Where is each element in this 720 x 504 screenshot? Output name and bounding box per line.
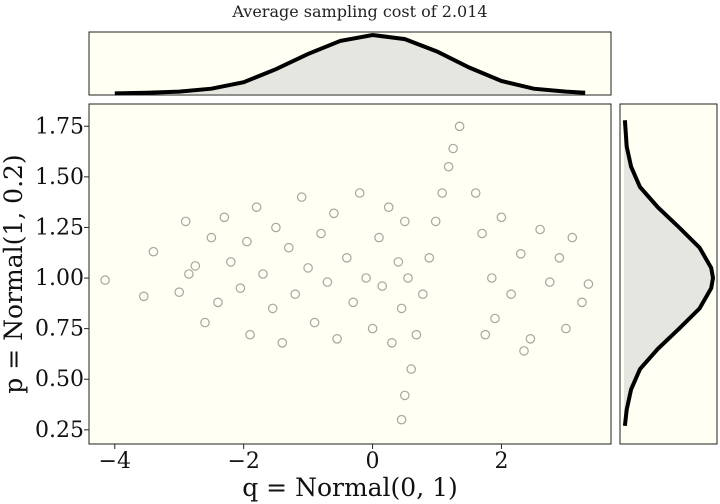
- scatter-point: [443, 161, 454, 172]
- scatter-point: [577, 297, 587, 308]
- scatter-point: [277, 337, 288, 348]
- scatter-point: [206, 232, 217, 243]
- x-tick-label: 2: [494, 449, 508, 474]
- scatter-point: [430, 216, 441, 227]
- scatter-point: [258, 269, 268, 279]
- scatter-point: [329, 208, 339, 219]
- scatter-point: [448, 143, 458, 154]
- scatter-point: [424, 252, 435, 263]
- scatter-point: [174, 287, 184, 297]
- top-marginal-line: [114, 32, 586, 96]
- scatter-point: [283, 242, 294, 253]
- scatter-point: [393, 257, 404, 267]
- scatter-point: [567, 232, 578, 243]
- scatter-point: [454, 121, 465, 132]
- scatter-point: [583, 279, 594, 289]
- scatter-point: [519, 346, 529, 356]
- scatter-point: [200, 317, 210, 328]
- x-axis-ticks: −4 −2 0 2: [99, 444, 508, 474]
- scatter-point: [377, 281, 387, 291]
- scatter-point: [354, 188, 365, 198]
- scatter-point: [332, 333, 342, 344]
- top-marginal-fill: [114, 35, 586, 94]
- y-tick-label: 0.75: [35, 317, 84, 342]
- y-tick-label: 0.25: [35, 418, 84, 443]
- scatter-point: [180, 216, 191, 227]
- scatter-point: [417, 289, 428, 299]
- scatter-point: [245, 329, 255, 340]
- scatter-point: [290, 289, 300, 299]
- scatter-point: [490, 313, 500, 324]
- scatter-point: [480, 329, 491, 340]
- scatter-point: [267, 303, 278, 314]
- scatter-point: [251, 202, 262, 212]
- scatter-point: [515, 249, 526, 259]
- x-axis-label: q = Normal(0, 1): [242, 473, 458, 502]
- x-tick-label: −4: [99, 449, 131, 474]
- scatter-point: [396, 414, 407, 425]
- scatter-point: [437, 188, 447, 198]
- x-tick-label: −2: [227, 449, 259, 474]
- scatter-point: [535, 224, 545, 235]
- chart-title: Average sampling cost of 2.014: [231, 2, 487, 21]
- right-marginal: [619, 103, 718, 445]
- x-tick-label: 0: [366, 449, 380, 474]
- main-panel: −4 −2 0 2 0.25 0.50 0.75 1.00 1.25 1.50 1.75: [35, 103, 612, 474]
- scatter-point: [148, 246, 159, 257]
- scatter-point: [219, 212, 230, 223]
- scatter-point: [406, 364, 416, 374]
- y-tick-label: 0.50: [35, 367, 84, 392]
- scatter-point: [296, 192, 307, 202]
- scatter-point: [399, 216, 410, 227]
- scatter-point: [367, 323, 378, 334]
- top-marginal: [88, 31, 612, 96]
- scatter-point: [322, 277, 333, 287]
- scatter-point: [190, 261, 201, 271]
- scatter-point: [242, 236, 252, 247]
- scatter-point: [411, 329, 422, 340]
- scatter-point: [403, 273, 413, 283]
- y-axis-ticks: 0.25 0.50 0.75 1.00 1.25 1.50 1.75: [35, 114, 89, 443]
- scatter-point: [341, 252, 352, 263]
- scatter-point: [361, 273, 371, 283]
- scatter-point: [486, 273, 497, 283]
- scatter-point: [235, 283, 246, 293]
- scatter-point: [316, 228, 326, 239]
- scatter-point: [506, 289, 516, 299]
- scatter-point: [271, 222, 281, 233]
- scatter-point: [374, 232, 384, 243]
- y-tick-label: 1.75: [35, 114, 84, 139]
- y-tick-label: 1.25: [35, 215, 84, 240]
- main-frame: [88, 103, 612, 445]
- scatter-point: [396, 303, 407, 314]
- scatter-point: [226, 257, 236, 267]
- scatter-point: [213, 297, 223, 308]
- scatter-point: [303, 263, 313, 273]
- scatter-point: [544, 277, 555, 287]
- scatter-points: [100, 121, 594, 425]
- y-tick-label: 1.50: [35, 165, 84, 190]
- scatter-point: [561, 323, 571, 334]
- scatter-point: [399, 390, 410, 401]
- scatter-point: [525, 333, 536, 344]
- scatter-point: [387, 337, 397, 348]
- scatter-point: [348, 297, 358, 308]
- scatter-point: [383, 202, 394, 212]
- scatter-point: [554, 252, 565, 263]
- scatter-point: [477, 228, 487, 239]
- y-tick-label: 1.00: [35, 266, 84, 291]
- scatter-point: [100, 275, 110, 285]
- scatter-point: [139, 291, 149, 302]
- y-axis-label: p = Normal(1, 0.2): [0, 154, 28, 393]
- scatter-point: [184, 269, 194, 279]
- scatter-point: [470, 188, 481, 198]
- right-marginal-line: [622, 120, 716, 427]
- scatter-point: [496, 212, 507, 223]
- scatter-point: [309, 317, 320, 328]
